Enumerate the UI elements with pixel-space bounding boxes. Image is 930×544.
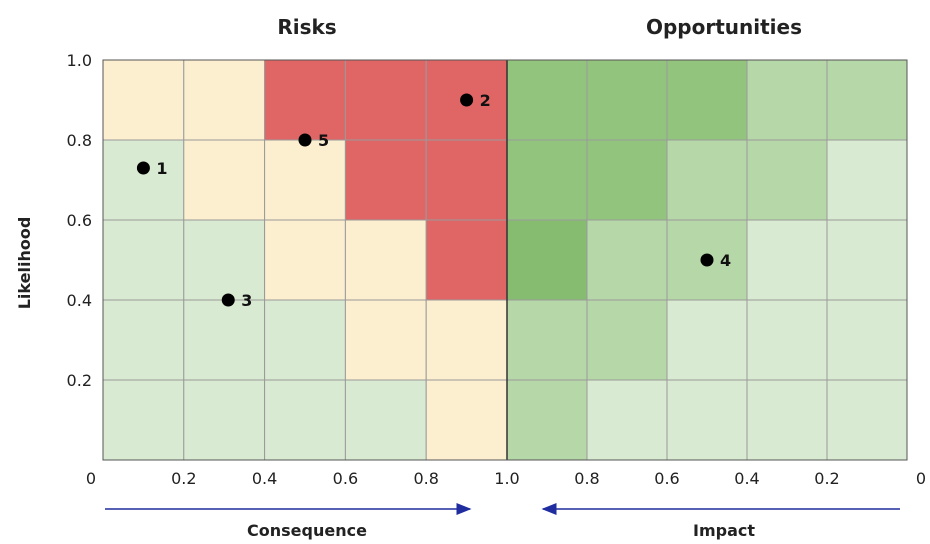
y-tick-1: 0.4 [67,291,92,310]
cell-p0-r3-c4 [425,299,508,381]
cell-p0-r1-c1 [183,139,266,221]
cell-p0-r2-c3 [344,219,427,301]
cell-p1-r4-c4 [826,379,908,461]
cell-p0-r1-c4 [425,139,508,221]
x-tick-impact-3: 0.4 [734,469,759,488]
cell-p0-r2-c4 [425,219,508,301]
point-label-5: 5 [318,131,329,150]
cell-p0-r3-c2 [264,299,346,381]
cell-p0-r4-c4 [425,379,508,461]
y-tick-3: 0.8 [67,131,92,150]
cell-p1-r3-c4 [826,299,908,381]
y-tick-0: 0.2 [67,371,92,390]
cell-p1-r3-c0 [506,299,588,381]
point-2 [460,93,474,107]
cell-p0-r2-c1 [183,219,266,301]
x-tick-consequence-3: 0.6 [333,469,358,488]
y-axis-label: Likelihood [15,217,34,310]
cell-p0-r4-c2 [264,379,346,461]
point-3 [221,293,235,307]
point-1 [136,161,150,175]
cell-p0-r2-c0 [102,219,185,301]
cell-p0-r3-c0 [102,299,185,381]
point-label-2: 2 [480,91,491,110]
cell-p1-r0-c3 [746,59,828,141]
x-tick-impact-5: 0 [916,469,926,488]
cell-p1-r3-c1 [586,299,668,381]
cell-p1-r4-c0 [506,379,588,461]
risks-title: Risks [277,15,336,39]
cell-p0-r1-c0 [102,139,185,221]
cell-p0-r3-c3 [344,299,427,381]
cell-p1-r1-c2 [666,139,748,221]
point-label-4: 4 [720,251,731,270]
point-label-3: 3 [241,291,252,310]
x-tick-consequence-2: 0.4 [252,469,277,488]
cell-p1-r0-c2 [666,59,748,141]
cell-p1-r4-c1 [586,379,668,461]
x-tick-consequence-5: 1.0 [494,469,519,488]
cell-p1-r2-c4 [826,219,908,301]
consequence-label: Consequence [247,521,367,540]
cell-p0-r4-c0 [102,379,185,461]
cell-p0-r4-c1 [183,379,266,461]
cell-p0-r1-c3 [344,139,427,221]
cell-p0-r0-c1 [183,59,266,141]
cell-p1-r1-c3 [746,139,828,221]
cell-p0-r4-c3 [344,379,427,461]
impact-label: Impact [693,521,755,540]
cell-p1-r2-c0 [506,219,588,301]
plot-border [102,59,908,461]
cell-p0-r1-c2 [264,139,346,221]
cell-p1-r1-c1 [586,139,668,221]
point-4 [700,253,714,267]
cell-p1-r4-c2 [666,379,748,461]
y-tick-2: 0.6 [67,211,92,230]
cell-p0-r0-c2 [264,59,346,141]
cell-p1-r1-c0 [506,139,588,221]
cell-p1-r3-c2 [666,299,748,381]
cell-p0-r2-c2 [264,219,346,301]
x-tick-impact-2: 0.6 [654,469,679,488]
y-tick-4: 1.0 [67,51,92,70]
point-5 [298,133,312,147]
cell-p1-r2-c3 [746,219,828,301]
opportunities-title: Opportunities [646,15,802,39]
x-tick-consequence-0: 0 [86,469,96,488]
x-tick-consequence-1: 0.2 [171,469,196,488]
x-tick-consequence-4: 0.8 [413,469,438,488]
cell-p1-r0-c1 [586,59,668,141]
cell-p1-r4-c3 [746,379,828,461]
x-tick-impact-1: 0.8 [574,469,599,488]
cell-p0-r0-c3 [344,59,427,141]
cell-p1-r2-c1 [586,219,668,301]
point-label-1: 1 [156,159,167,178]
cell-p1-r0-c4 [826,59,908,141]
cell-p1-r1-c4 [826,139,908,221]
cell-p0-r3-c1 [183,299,266,381]
cell-p1-r0-c0 [506,59,588,141]
cell-p1-r3-c3 [746,299,828,381]
cell-p0-r0-c0 [102,59,185,141]
x-tick-impact-4: 0.2 [814,469,839,488]
